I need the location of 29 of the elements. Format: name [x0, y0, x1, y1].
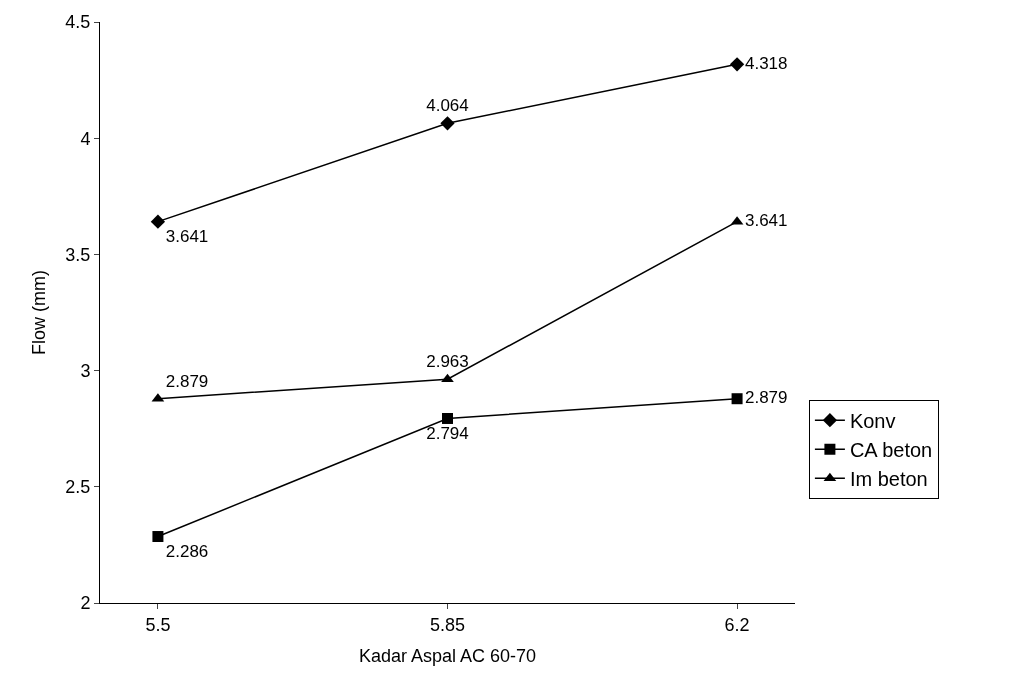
x-tick-label: 6.2 — [724, 614, 750, 635]
data-label: 3.641 — [165, 227, 209, 247]
legend-label: Im beton — [849, 467, 928, 490]
y-tick-label: 4.5 — [65, 12, 91, 33]
y-tick-label: 2.5 — [65, 477, 91, 498]
point — [729, 57, 745, 72]
data-label: 2.286 — [165, 542, 209, 562]
x-tick-label: 5.5 — [145, 614, 171, 635]
point — [442, 412, 453, 424]
data-label: 3.641 — [744, 210, 788, 230]
data-label: 2.879 — [165, 371, 209, 391]
legend-label: CA beton — [849, 438, 933, 461]
point — [731, 393, 743, 405]
legend-label: Konv — [849, 409, 896, 432]
y-tick-label: 4 — [80, 128, 91, 149]
y-tick-label: 2 — [80, 593, 91, 614]
y-tick-label: 3.5 — [65, 244, 91, 265]
x-tick-label: 5.85 — [429, 614, 466, 635]
data-label: 2.879 — [744, 387, 788, 407]
point — [440, 116, 455, 131]
point — [150, 214, 166, 229]
y-axis-title: Flow (mm) — [28, 270, 49, 355]
point — [152, 531, 164, 543]
data-label: 4.064 — [426, 96, 469, 116]
data-label: 4.318 — [744, 53, 788, 73]
y-tick-label: 3 — [80, 360, 91, 381]
data-label: 2.963 — [426, 352, 469, 372]
x-axis-title: Kadar Aspal AC 60-70 — [358, 645, 537, 666]
data-label: 2.794 — [426, 424, 469, 444]
